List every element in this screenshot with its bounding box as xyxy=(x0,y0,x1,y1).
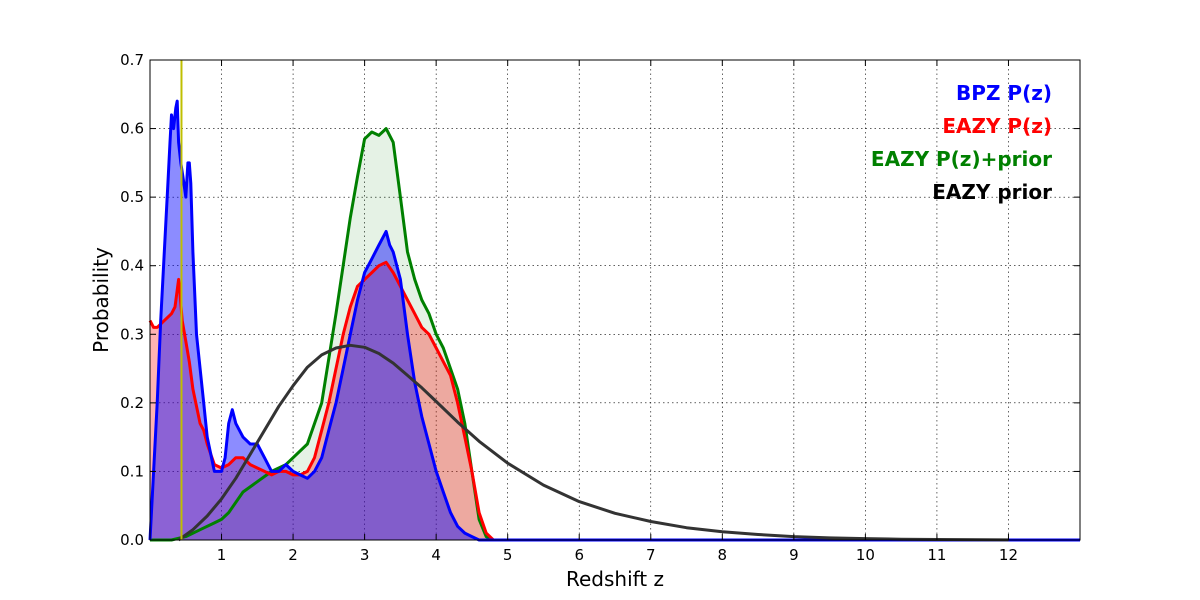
y-tick-label: 0.7 xyxy=(120,51,144,69)
tick-labels: 1 2 3 4 5 6 7 8 9 10 11 120.00.10.20.30.40.50.60.7 xyxy=(120,51,1018,564)
y-tick-label: 0.1 xyxy=(120,462,144,480)
series-line-eazy-prior xyxy=(177,343,1009,542)
x-tick-label: 3 xyxy=(360,546,370,564)
x-tick-label: 7 xyxy=(646,546,656,564)
y-tick-label: 0.6 xyxy=(120,120,144,138)
y-tick-label: 0.2 xyxy=(120,394,144,412)
legend-label-eazy-prior-combined: EAZY P(z)+prior xyxy=(871,147,1052,171)
x-tick-label: 6 xyxy=(574,546,584,564)
x-tick-label: 1 xyxy=(217,546,227,564)
y-axis-label: Probability xyxy=(89,247,113,353)
axis-ticks xyxy=(150,59,1080,541)
series-fills xyxy=(150,101,1080,540)
x-tick-label: 11 xyxy=(927,546,946,564)
x-tick-label: 4 xyxy=(431,546,441,564)
y-tick-label: 0.4 xyxy=(120,257,144,275)
x-tick-label: 9 xyxy=(789,546,799,564)
grid-lines xyxy=(150,59,1080,541)
legend-label-eazy-prior: EAZY prior xyxy=(932,180,1052,204)
y-tick-label: 0.3 xyxy=(120,325,144,343)
legend: BPZ P(z) EAZY P(z) EAZY P(z)+prior EAZY … xyxy=(871,81,1052,204)
plot-frame xyxy=(149,59,1081,541)
series-lines xyxy=(148,99,1080,542)
series-fill-eazy-p-z xyxy=(150,262,1080,540)
legend-label-eazy: EAZY P(z) xyxy=(942,114,1052,138)
series-line-bpz-p-z xyxy=(148,99,1080,542)
series-fill-eazy-p-z-prior xyxy=(150,128,1080,540)
x-tick-label: 10 xyxy=(856,546,875,564)
x-tick-label: 2 xyxy=(288,546,298,564)
x-tick-label: 5 xyxy=(503,546,513,564)
series-line-eazy-p-z-prior xyxy=(150,127,1080,542)
y-tick-label: 0.0 xyxy=(120,531,144,549)
x-tick-label: 8 xyxy=(718,546,728,564)
x-axis-label: Redshift z xyxy=(566,567,664,591)
x-tick-label: 12 xyxy=(999,546,1018,564)
y-tick-label: 0.5 xyxy=(120,188,144,206)
series-line-eazy-p-z xyxy=(148,260,1080,542)
legend-label-bpz: BPZ P(z) xyxy=(956,81,1052,105)
series-fill-bpz-p-z xyxy=(150,101,1080,540)
